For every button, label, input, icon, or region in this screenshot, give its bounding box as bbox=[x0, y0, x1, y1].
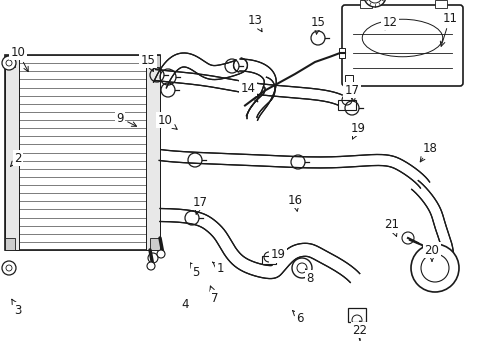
Text: 2: 2 bbox=[11, 152, 22, 166]
Circle shape bbox=[147, 262, 155, 270]
Text: 13: 13 bbox=[247, 13, 263, 32]
Circle shape bbox=[2, 56, 16, 70]
Text: 17: 17 bbox=[344, 84, 360, 101]
Text: 4: 4 bbox=[181, 298, 189, 311]
Text: 18: 18 bbox=[420, 141, 438, 162]
Polygon shape bbox=[159, 149, 430, 188]
Bar bbox=[5, 55, 19, 250]
Bar bbox=[150, 55, 160, 67]
Circle shape bbox=[364, 0, 386, 7]
Text: 12: 12 bbox=[383, 15, 397, 30]
Bar bbox=[5, 55, 160, 250]
Text: 5: 5 bbox=[191, 263, 200, 279]
Polygon shape bbox=[247, 77, 275, 118]
Text: 7: 7 bbox=[210, 286, 219, 305]
FancyBboxPatch shape bbox=[342, 5, 463, 86]
Bar bbox=[348, 308, 366, 322]
Text: 16: 16 bbox=[288, 194, 302, 211]
Text: 15: 15 bbox=[311, 15, 325, 34]
Polygon shape bbox=[160, 208, 360, 283]
Bar bbox=[262, 256, 276, 264]
Circle shape bbox=[292, 258, 312, 278]
Text: 10: 10 bbox=[11, 45, 28, 72]
Text: 8: 8 bbox=[305, 269, 314, 284]
Text: 17: 17 bbox=[193, 195, 207, 214]
Text: 20: 20 bbox=[424, 243, 440, 261]
Text: 15: 15 bbox=[141, 54, 155, 72]
Bar bbox=[360, 0, 372, 8]
Circle shape bbox=[157, 250, 165, 258]
Circle shape bbox=[2, 261, 16, 275]
Text: 21: 21 bbox=[385, 219, 399, 237]
Bar bbox=[5, 238, 15, 250]
Circle shape bbox=[411, 244, 459, 292]
Bar bbox=[435, 0, 447, 8]
Text: 19: 19 bbox=[350, 122, 366, 139]
Bar bbox=[345, 75, 353, 83]
Text: 6: 6 bbox=[293, 311, 304, 324]
Bar bbox=[150, 238, 160, 250]
Bar bbox=[338, 100, 356, 110]
Bar bbox=[146, 55, 160, 250]
Polygon shape bbox=[154, 69, 342, 105]
Text: 1: 1 bbox=[213, 261, 224, 274]
Text: 10: 10 bbox=[158, 113, 177, 129]
Bar bbox=[339, 48, 345, 58]
Text: 3: 3 bbox=[12, 299, 22, 316]
Text: 9: 9 bbox=[116, 112, 137, 126]
Text: 14: 14 bbox=[241, 81, 258, 102]
Polygon shape bbox=[240, 59, 276, 120]
Text: 19: 19 bbox=[270, 248, 286, 261]
Circle shape bbox=[148, 253, 158, 263]
Bar bbox=[5, 55, 15, 67]
Text: 22: 22 bbox=[352, 321, 368, 337]
Polygon shape bbox=[412, 181, 454, 255]
Text: 11: 11 bbox=[441, 12, 458, 46]
Polygon shape bbox=[153, 53, 247, 88]
